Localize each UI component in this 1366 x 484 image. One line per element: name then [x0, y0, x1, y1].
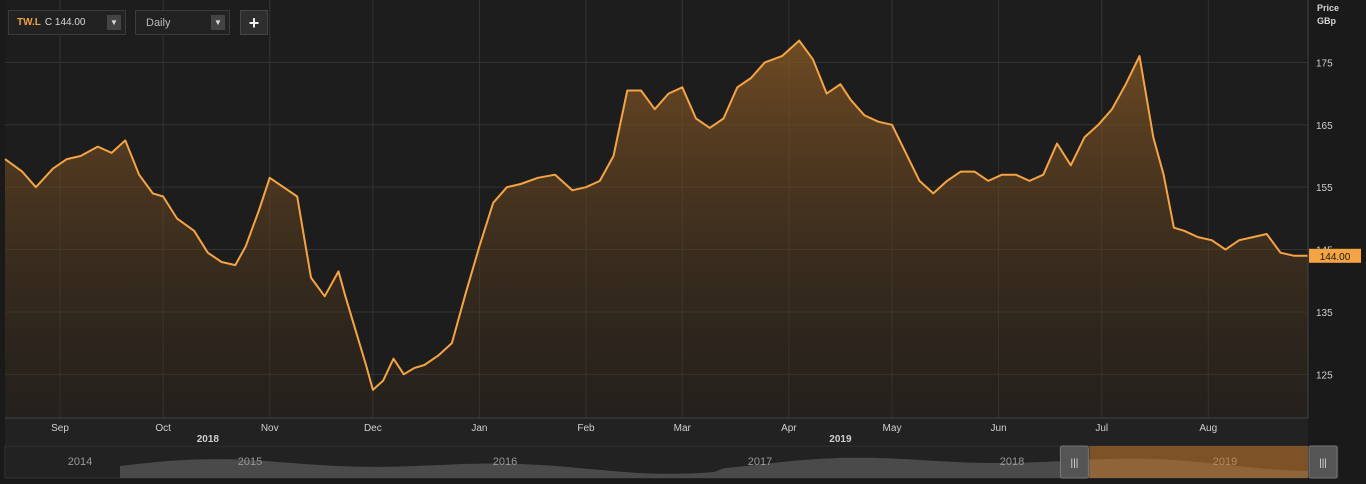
- last-price-marker: 144.00: [1309, 248, 1361, 263]
- grip-icon: |||: [1319, 458, 1327, 469]
- axis-title-currency: GBp: [1317, 16, 1336, 26]
- navigator-year-label: 2017: [748, 456, 772, 468]
- time-axis: Sep Oct Nov Dec Jan Feb Mar Apr May Jun Jul Aug 2018…: [5, 417, 1308, 445]
- y-tick-label: 125: [1316, 370, 1333, 381]
- year-tick-label: 2018: [197, 434, 220, 445]
- x-tick-label: Jan: [471, 423, 487, 434]
- y-tick-label: 175: [1316, 58, 1333, 69]
- price-line: [4, 39, 1308, 391]
- x-tick-label: Apr: [781, 423, 797, 434]
- navigator-year-label: 2016: [493, 456, 517, 468]
- range-navigator[interactable]: 201420152016201720182019||||||: [4, 445, 1339, 479]
- x-tick-label: Aug: [1199, 423, 1217, 434]
- x-tick-label: Mar: [674, 423, 692, 434]
- x-tick-label: Dec: [364, 423, 382, 434]
- time-axis-band: [5, 418, 1308, 445]
- price-axis: 125135145155165175: [1307, 0, 1333, 418]
- price-area-fill: [5, 40, 1308, 418]
- x-tick-label: May: [883, 423, 902, 434]
- y-tick-label: 165: [1316, 121, 1333, 132]
- period-selector[interactable]: Daily ▼: [135, 10, 230, 35]
- navigator-year-label: 2015: [238, 456, 262, 468]
- year-tick-label: 2019: [829, 434, 852, 445]
- last-price-tag: [1309, 248, 1361, 263]
- last-price-label: 144.00: [1320, 252, 1351, 263]
- y-tick-label: 155: [1316, 183, 1333, 194]
- add-indicator-button[interactable]: +: [240, 10, 268, 35]
- grip-icon: |||: [1071, 458, 1079, 469]
- y-tick-label: 135: [1316, 308, 1333, 319]
- close-price-label: C 144.00: [44, 17, 86, 28]
- x-tick-label: Oct: [155, 423, 171, 434]
- chevron-down-icon[interactable]: ▼: [107, 15, 121, 30]
- chevron-down-icon[interactable]: ▼: [211, 15, 225, 30]
- x-tick-label: Sep: [51, 423, 69, 434]
- symbol-selector[interactable]: TW.L C 144.00 ▼: [8, 10, 126, 35]
- x-tick-label: Nov: [261, 423, 279, 434]
- navigator-year-label: 2018: [1000, 456, 1024, 468]
- symbol-label: TW.L: [17, 17, 41, 28]
- navigator-year-label: 2014: [68, 456, 92, 468]
- x-tick-label: Jul: [1095, 423, 1108, 434]
- axis-title-price: Price: [1317, 3, 1340, 13]
- navigator-selection[interactable]: [1089, 446, 1308, 478]
- period-label: Daily: [146, 16, 171, 29]
- navigator-handle-right[interactable]: [1308, 445, 1338, 479]
- x-tick-label: Feb: [577, 423, 595, 434]
- navigator-handle-left[interactable]: [1059, 445, 1089, 479]
- navigator-history-area: [120, 457, 1308, 478]
- x-tick-label: Jun: [991, 423, 1007, 434]
